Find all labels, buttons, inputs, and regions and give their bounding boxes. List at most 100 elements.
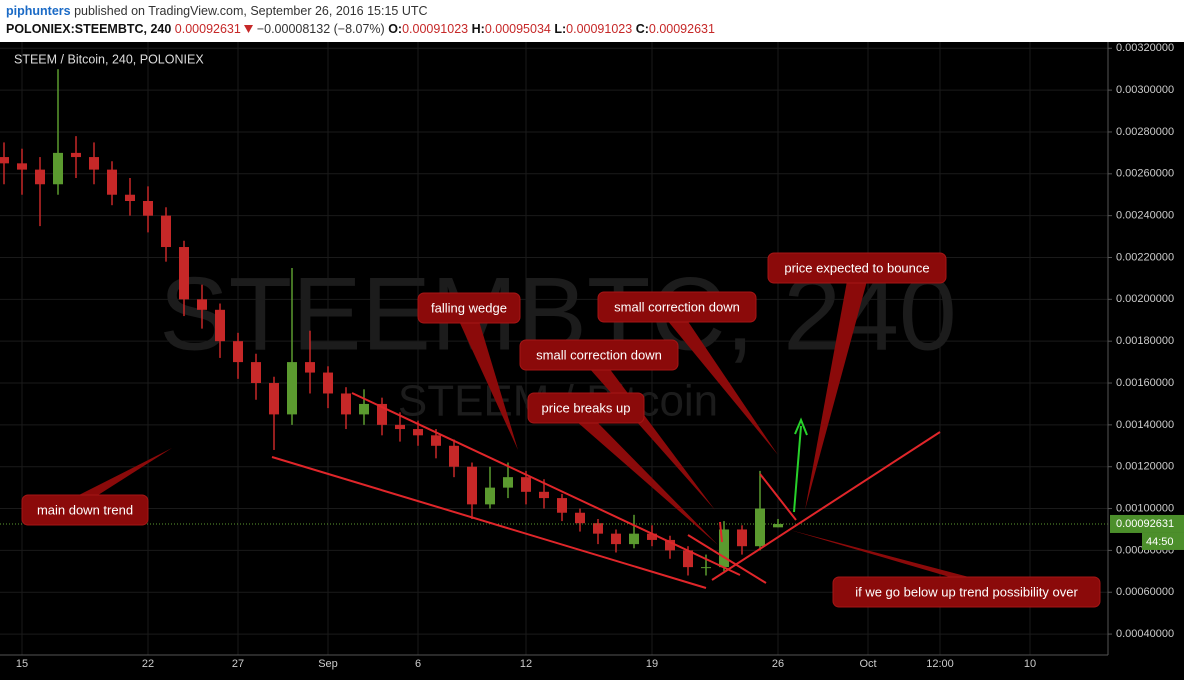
x-tick-label: Oct	[859, 658, 876, 670]
trendline	[687, 534, 767, 584]
candle-body	[17, 163, 27, 170]
x-tick-label: 15	[16, 658, 28, 670]
callout-text: main down trend	[37, 502, 133, 517]
y-tick-label: 0.00220000	[1116, 251, 1174, 263]
candle-body	[215, 309, 225, 342]
x-tick-label: 10	[1024, 658, 1036, 670]
change: −0.00008132 (−8.07%)	[256, 22, 385, 36]
candle-body	[71, 152, 81, 158]
legend: STEEM / Bitcoin, 240, POLONIEX	[14, 52, 204, 66]
candle-body	[683, 550, 693, 568]
publish-line: piphunters published on TradingView.com,…	[6, 4, 428, 18]
callout-box	[597, 291, 757, 323]
ohlc-value: 0.00091023	[566, 22, 633, 36]
trendline	[351, 392, 741, 576]
countdown: 44:50	[1146, 536, 1174, 548]
candle-body	[107, 169, 117, 195]
candle-body	[359, 403, 369, 415]
x-tick-label: 19	[646, 658, 658, 670]
y-tick-label: 0.00300000	[1116, 84, 1174, 96]
candle-body	[773, 523, 783, 528]
callout-box	[767, 252, 947, 284]
callout-text: small correction down	[614, 299, 740, 314]
x-tick-label: 27	[232, 658, 244, 670]
candle-body	[647, 533, 657, 540]
publisher[interactable]: piphunters	[6, 4, 71, 18]
trendline	[271, 456, 707, 589]
candle-body	[197, 299, 207, 310]
y-tick-label: 0.00180000	[1116, 335, 1174, 347]
candle-body	[431, 435, 441, 446]
arrow-line	[793, 425, 802, 513]
y-tick-label: 0.00160000	[1116, 377, 1174, 389]
callout-text: small correction down	[536, 347, 662, 362]
ohlc-label: O:	[388, 22, 403, 36]
ohlc-value: 0.00095034	[484, 22, 551, 36]
last-price-tag	[1110, 514, 1184, 533]
countdown-tag	[1142, 532, 1184, 550]
callout-box	[519, 339, 679, 371]
candle-body	[503, 477, 513, 488]
candle-body	[593, 523, 603, 534]
symbol-line: POLONIEX:STEEMBTC, 240 0.00092631 −0.000…	[6, 22, 715, 36]
candle-body	[53, 152, 63, 185]
candle-body	[665, 539, 675, 551]
candle-body	[521, 477, 531, 492]
candle-body	[179, 247, 189, 300]
trendlines	[271, 392, 941, 589]
candle-body	[89, 157, 99, 170]
candle-body	[701, 567, 711, 569]
y-tick-label: 0.00060000	[1116, 586, 1174, 598]
ohlc-label: H:	[471, 22, 485, 36]
candle-body	[377, 403, 387, 425]
candle-body	[467, 466, 477, 505]
callout-pointer	[667, 320, 778, 455]
candle-body	[125, 194, 135, 202]
candle-body	[323, 372, 333, 394]
down-icon	[244, 25, 254, 33]
callout-pointer	[75, 448, 172, 497]
candle-body	[35, 169, 45, 185]
candle-body	[737, 529, 747, 547]
x-tick-label: 12	[520, 658, 532, 670]
candle-body	[233, 341, 243, 363]
callout-pointer	[459, 321, 518, 450]
candle-body	[395, 424, 405, 430]
callout-box	[832, 576, 1101, 608]
y-tick-label: 0.00100000	[1116, 502, 1174, 514]
callout-pointer	[576, 421, 718, 545]
ohlc-value: 0.00092631	[648, 22, 715, 36]
chart: STEEMBTC, 240 STEEM / Bitcoin main down …	[0, 42, 1184, 680]
candle-body	[755, 508, 765, 547]
x-tick-label: 6	[415, 658, 421, 670]
callout-text: price expected to bounce	[784, 260, 929, 275]
header: piphunters published on TradingView.com,…	[0, 0, 1184, 42]
y-tick-label: 0.00120000	[1116, 461, 1174, 473]
callout-text: if we go below up trend possibility over	[855, 584, 1078, 599]
y-tick-label: 0.00280000	[1116, 126, 1174, 138]
x-tick-label: 22	[142, 658, 154, 670]
last-price: 0.00092631	[174, 22, 241, 36]
candle-body	[611, 533, 621, 545]
candle-body	[251, 362, 261, 384]
callout-box	[417, 292, 521, 324]
y-tick-label: 0.00260000	[1116, 168, 1174, 180]
ohlc-label: L:	[554, 22, 567, 36]
callout-text: falling wedge	[431, 300, 507, 315]
bounce-arrow	[793, 417, 808, 513]
ohlc-value: 0.00091023	[402, 22, 469, 36]
x-tick-label: Sep	[318, 658, 338, 670]
candle-body	[449, 445, 459, 467]
candles	[0, 69, 1108, 576]
price-axis	[1108, 42, 1184, 680]
candle-body	[143, 201, 153, 216]
candle-body	[269, 383, 279, 415]
arrow-head	[794, 417, 808, 436]
ohlc-label: C:	[635, 22, 649, 36]
y-tick-label: 0.00320000	[1116, 42, 1174, 54]
candle-body	[485, 487, 495, 505]
last-price-label: 0.00092631	[1116, 518, 1174, 530]
callout-box	[527, 392, 645, 424]
y-tick-label: 0.00200000	[1116, 293, 1174, 305]
